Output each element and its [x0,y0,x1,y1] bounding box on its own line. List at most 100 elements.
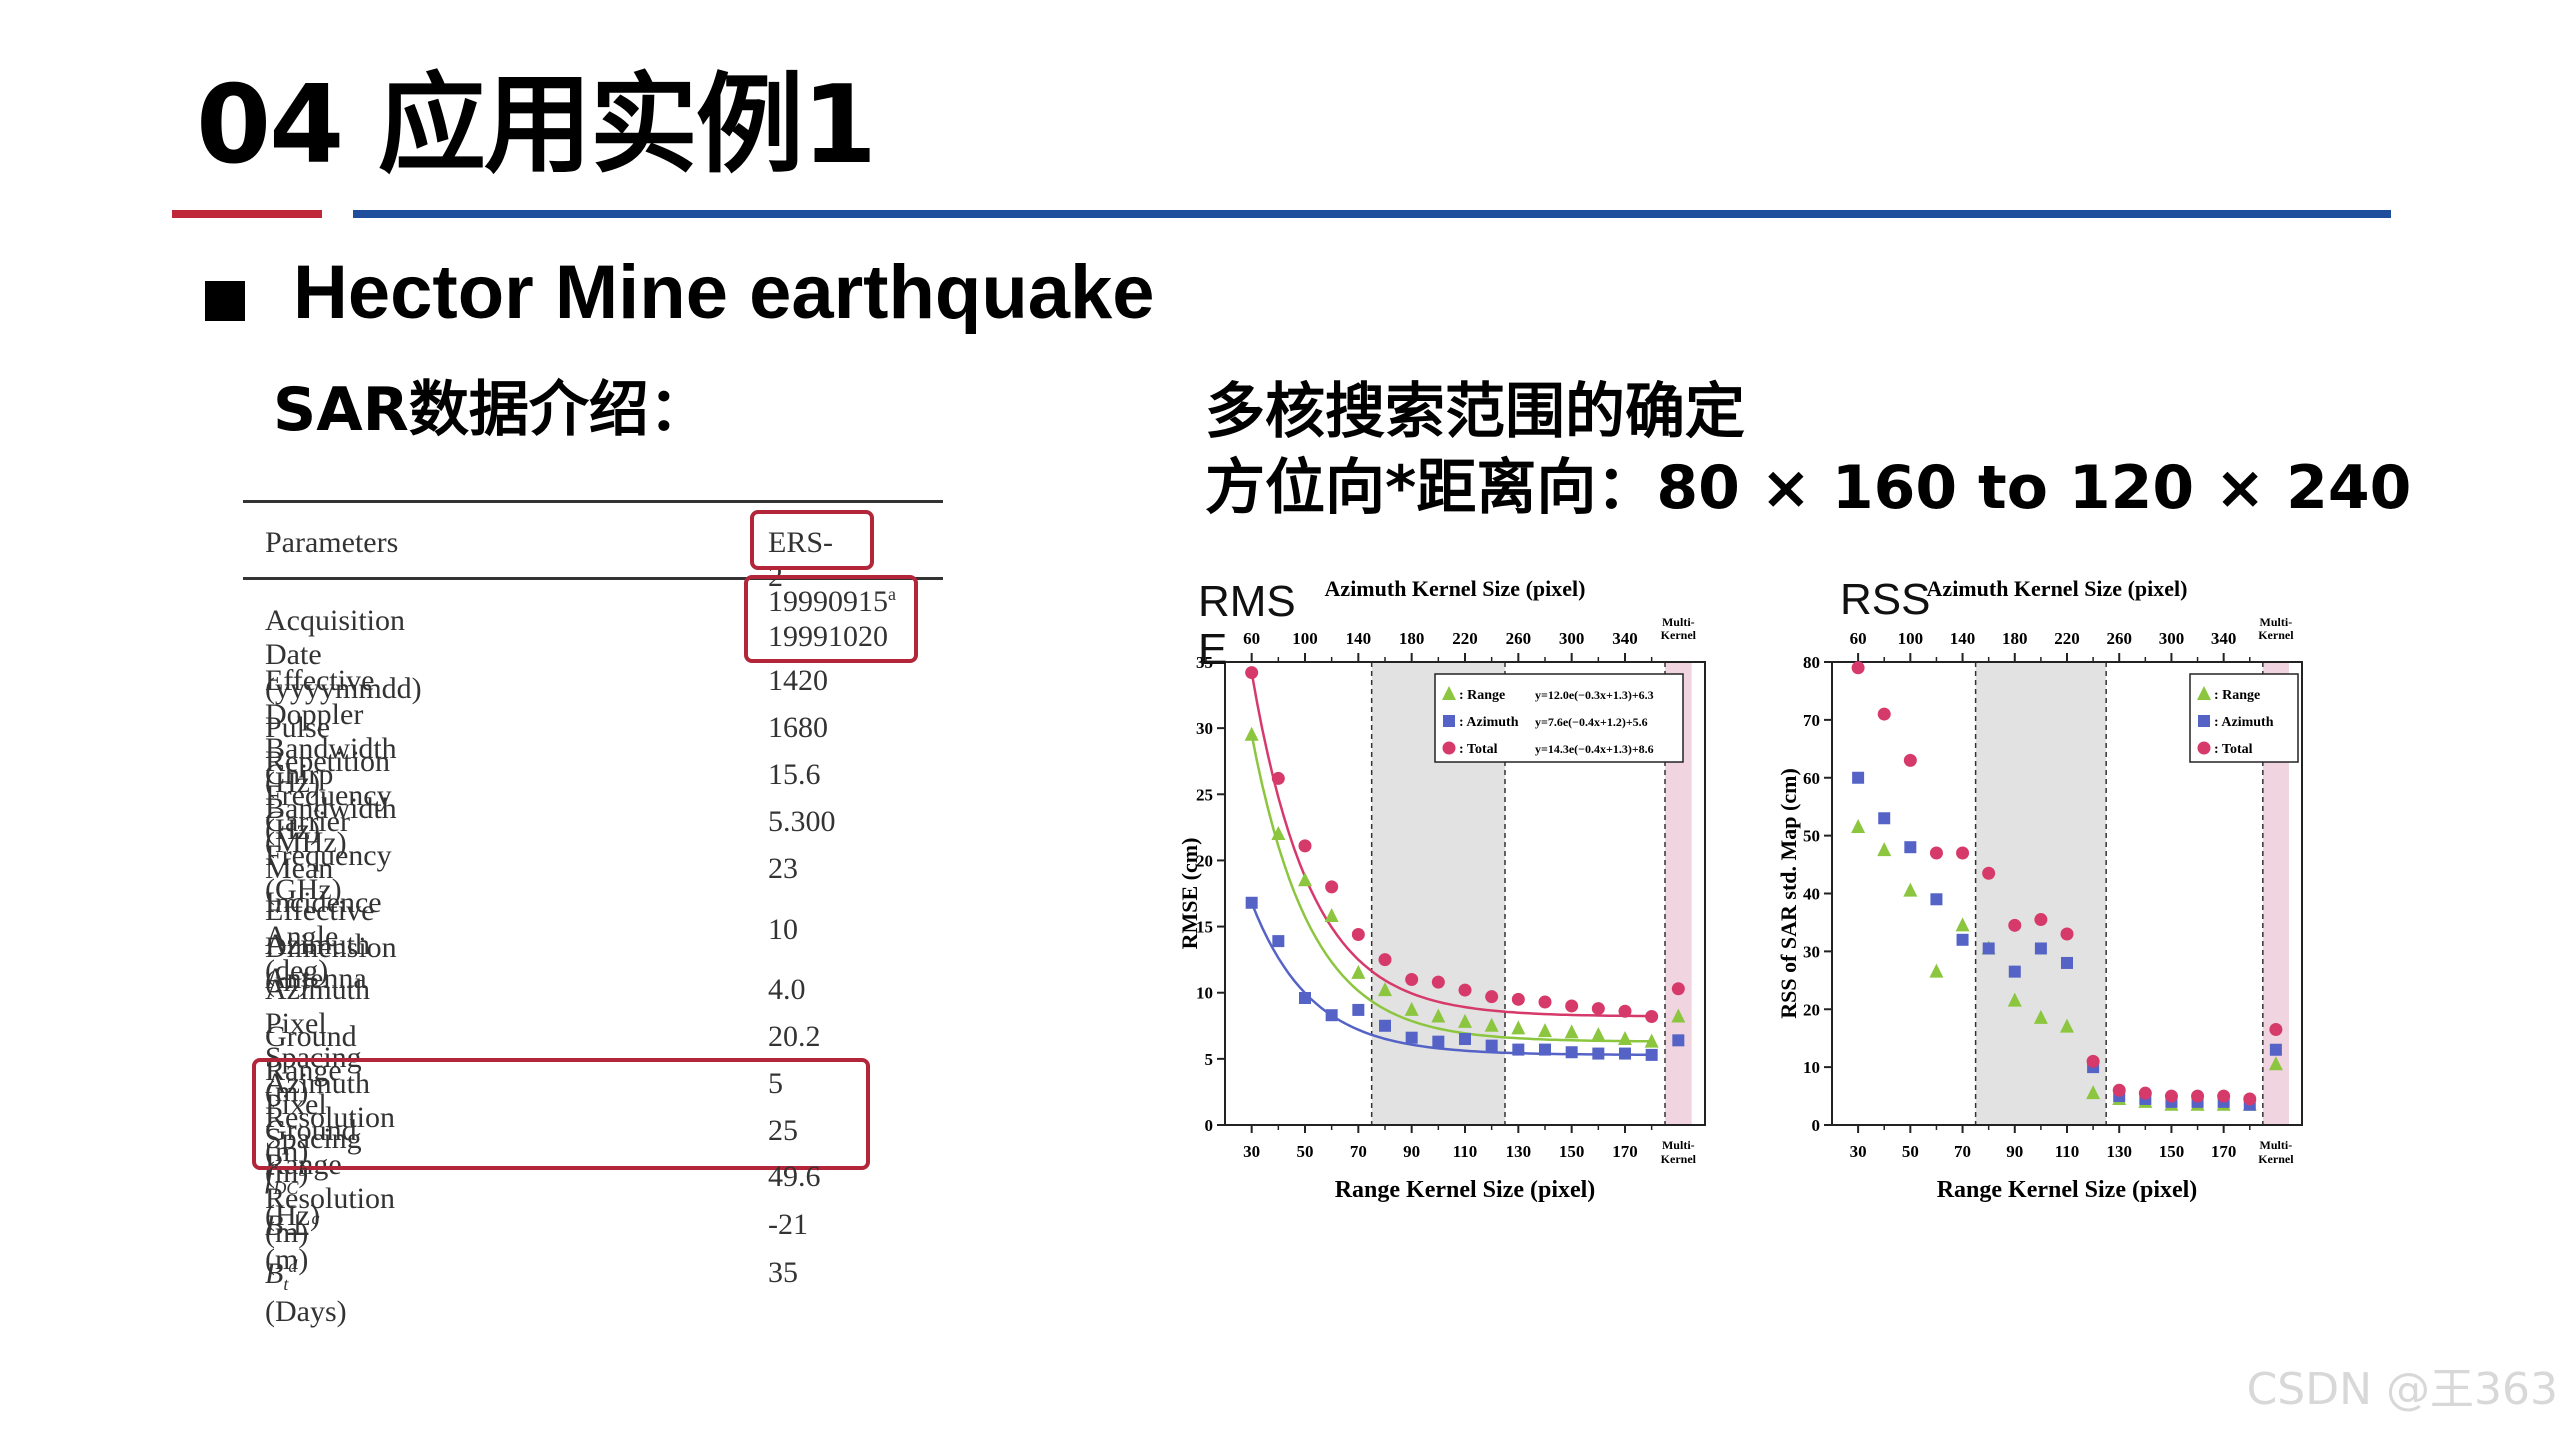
total-data-point [1982,866,1996,880]
sar-data-heading: SAR数据介绍： [273,375,709,445]
total-data-point [2164,1089,2178,1103]
y-tick-label: 10 [1196,984,1213,1003]
table-row-label: Azimuth Pixel Spacing (m) [265,973,370,1108]
y-tick-label: 5 [1205,1050,1214,1069]
table-row-value: 1420 [768,664,828,697]
total-data-point [1245,666,1259,680]
y-tick-label: 10 [1803,1058,1820,1077]
azimuth-data-point [1592,1047,1605,1060]
azimuth-data-point [1432,1035,1445,1048]
range-data-point [1538,1023,1552,1038]
total-data-point [1877,707,1891,721]
total-data-point [1618,1004,1632,1018]
azimuth-data-point [1852,771,1865,784]
y-tick-label: 30 [1803,942,1820,961]
azimuth-data-point [1930,893,1943,906]
rss-chart: 0 10 20 30 40 50 60 70 80 30 50 70 90 110 130 150 170 60 1… [1776,576,2303,1203]
total-data-point [1351,928,1365,942]
x-tick-label: 170 [1612,1142,1638,1161]
range-data-point [1244,726,1259,741]
range-data-point [1298,872,1312,887]
total-data-point [1298,839,1312,853]
top-tick-label: 100 [1292,629,1318,648]
top-tick-label: 220 [2054,629,2080,648]
legend-equation-total: y=14.3e(−0.4x+1.3)+8.6 [1535,742,1654,756]
total-data-point [1271,771,1285,785]
azimuth-data-point [2269,1043,2282,1056]
range-data-point [2033,1009,2048,1024]
table-row-value: 20.2 [768,1020,821,1053]
total-data-point [2060,927,2074,941]
top-tick-label: 60 [1243,629,1260,648]
range-data-point [1877,842,1892,857]
fit-curve-range [1250,734,1652,1043]
top-tick-label: 300 [2159,629,2185,648]
azimuth-data-point [1878,812,1891,825]
chart-y-axis-title: RMSE (cm) [1177,838,1202,950]
rmse-chart: 0 5 10 15 20 25 30 35 30 50 70 90 110 130 150 170 60 100 1… [1177,576,1706,1203]
bullet-heading: Hector Mine earthquake [293,250,1155,335]
acq-date-highlight-box [744,575,918,663]
total-data-point [1378,953,1392,967]
legend-label-azimuth: : Azimuth [1459,715,1519,730]
azimuth-data-point [1272,935,1285,948]
range-data-point [1851,818,1866,833]
azimuth-data-point [2061,956,2073,969]
table-row-value: 23 [768,852,798,885]
top-multi-kernel-label: Kernel [2258,628,2294,642]
antenna-label-line1: Effective Azimuth Antenna [265,894,375,995]
total-data-point [1485,990,1499,1004]
table-row-label: Azimuth Resolution (m) [265,1067,396,1168]
resolution-highlight-box [252,1058,870,1170]
table-row-value: 4.0 [768,973,806,1006]
title-underline-red [172,210,322,218]
x-tick-label: 110 [2055,1142,2080,1161]
antenna-label-line2: Dimension (m) [265,931,397,998]
total-data-point [2217,1089,2231,1103]
top-tick-label: 340 [1612,629,1638,648]
table-row-value: 15.6 [768,758,821,791]
range-data-point [1511,1020,1526,1035]
total-data-point [1851,661,1865,675]
x-tick-label: 130 [1506,1142,1532,1161]
table-row-value: 1680 [768,711,828,744]
bottom-multi-kernel-label: Multi- [1662,1138,1695,1152]
antenna-value: 10 [768,913,798,946]
bottom-multi-kernel-label: Kernel [2258,1152,2294,1166]
table-row-value: 25 [768,1114,798,1147]
x-tick-label: 150 [2159,1142,2185,1161]
top-tick-label: 100 [1898,629,1924,648]
table-row-label: Pulse Repetition Frequency (Hz) [265,711,392,846]
range-data-point [1671,1008,1686,1023]
rss-overlay-label: RSS [1840,575,1931,624]
x-tick-label: 70 [1954,1142,1971,1161]
azimuth-data-point [2198,715,2210,727]
range-data-point [1484,1017,1499,1032]
total-data-point [1956,846,1970,860]
legend-label-total: : Total [2214,742,2253,757]
range-data-point [2268,1056,2283,1071]
chart-x-axis-title: Range Kernel Size (pixel) [1937,1177,2198,1203]
legend-label-range: : Range [2214,688,2260,703]
range-data-point [1591,1027,1606,1042]
y-tick-label: 80 [1803,653,1820,672]
range-data-point [2060,1018,2074,1033]
y-tick-label: 0 [1812,1116,1821,1135]
total-data-point [1538,995,1552,1009]
range-data-point [1458,1013,1472,1028]
shaded-optimal-region [1975,662,2107,1125]
top-tick-label: 60 [1850,629,1867,648]
bt-label: Btd (Days) [265,1256,347,1328]
azimuth-data-point [1443,715,1455,727]
total-data-point [1903,753,1917,767]
chart-top-axis-title: Azimuth Kernel Size (pixel) [1927,576,2188,601]
azimuth-data-point [1299,992,1311,1005]
range-data-point [1903,882,1918,897]
total-data-point [1431,975,1445,989]
x-tick-label: 30 [1850,1142,1867,1161]
total-data-point [1325,880,1339,894]
azimuth-data-point [1405,1031,1418,1044]
x-tick-label: 70 [1350,1142,1367,1161]
watermark: CSDN @王363 [2246,1364,2558,1415]
total-data-point [1442,741,1456,755]
